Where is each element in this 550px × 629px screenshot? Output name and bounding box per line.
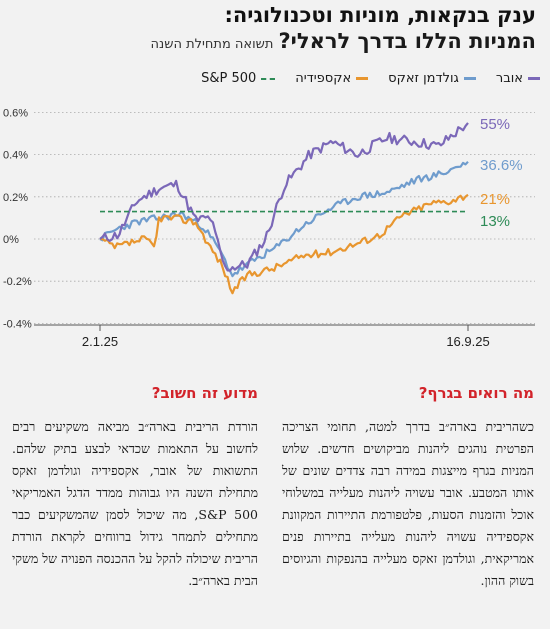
chart-title: ענק בנקאות, מוניות וטכנולוגיה:	[224, 3, 536, 27]
y-tick-label: -0.2%	[3, 276, 32, 288]
subtitle-question: המניות הללו בדרך לראלי?	[278, 29, 537, 53]
x-tick-label: 16.9.25	[446, 334, 489, 349]
legend-label-sp500: S&P 500	[201, 71, 257, 86]
legend-swatch-goldman	[463, 77, 476, 80]
end-label-expedia: 21%	[480, 191, 510, 208]
series-line-uber	[99, 122, 469, 272]
chart-series-lines	[99, 122, 469, 295]
end-label-goldman: 36.6%	[480, 157, 523, 174]
legend-swatch-expedia	[356, 77, 369, 80]
line-chart: -0.4%-0.2%0%0.2%0.4%0.6% 55%36.6%21%13% …	[3, 107, 535, 349]
section-what-we-see-body: כשהריבית בארה״ב בדרך למטה, תחומי הצריכה …	[282, 419, 534, 588]
section-why-important: מדוע זה חשוב? הורדת הריבית בארה״ב מביאה …	[12, 384, 258, 592]
x-tick-label: 2.1.25	[82, 334, 118, 349]
chart-subtitle: המניות הללו בדרך לראלי? תשואה מתחילת השנ…	[6, 28, 536, 55]
series-line-expedia	[100, 193, 469, 295]
legend-item-expedia: אקספידיה	[295, 71, 369, 86]
section-why-important-heading: מדוע זה חשוב?	[151, 384, 258, 402]
legend-swatch-uber	[528, 77, 540, 80]
x-axis: 2.1.25 16.9.25	[34, 324, 535, 349]
end-label-uber: 55%	[480, 116, 510, 133]
legend-label-uber: אובר	[495, 71, 523, 86]
legend-swatch-sp500	[261, 77, 276, 80]
series-line-goldman	[99, 161, 469, 278]
chart-grid	[34, 111, 535, 324]
y-tick-label: 0.2%	[3, 192, 28, 204]
legend-item-goldman: גולדמן זאקס	[388, 71, 476, 86]
end-label-sp500: 13%	[480, 213, 510, 230]
legend-label-expedia: אקספידיה	[295, 71, 352, 86]
series-end-labels: 55% 36.6% 21% 13%	[480, 116, 523, 230]
section-why-important-body: הורדת הריבית בארה״ב מביאה משקיעים רבים ל…	[12, 419, 259, 588]
chart-legend: אובר גולדמן זאקס אקספידיה S&P 500	[10, 71, 540, 86]
legend-item-uber: אובר	[496, 71, 540, 86]
subtitle-note: תשואה מתחילת השנה	[150, 37, 274, 52]
y-tick-label: 0.4%	[3, 150, 28, 162]
y-tick-label: 0.6%	[3, 107, 28, 119]
section-what-we-see: מה רואים בגרף? כשהריבית בארה״ב בדרך למטה…	[282, 384, 534, 592]
y-tick-label: 0%	[3, 234, 19, 246]
legend-label-goldman: גולדמן זאקס	[388, 71, 459, 86]
y-axis-ticks: -0.4% -0.2% 0% 0.2% 0.4% 0.6%	[3, 107, 32, 330]
legend-item-sp500: S&P 500	[201, 71, 276, 86]
section-what-we-see-heading: מה רואים בגרף?	[418, 384, 534, 402]
y-tick-label: -0.4%	[3, 318, 32, 330]
